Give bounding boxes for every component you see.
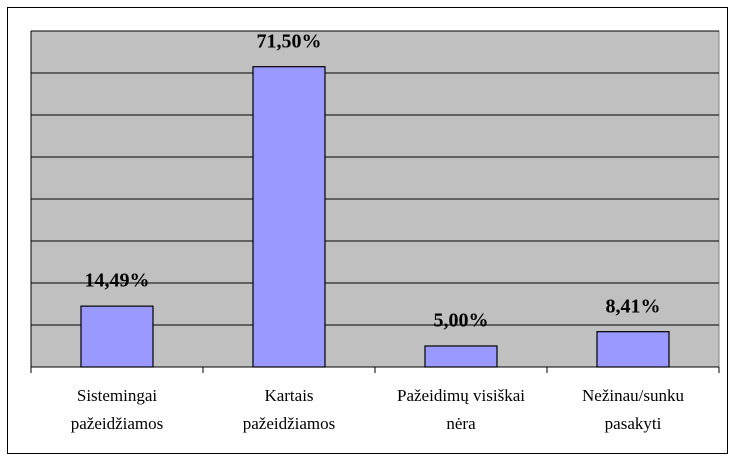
bar <box>80 305 154 368</box>
data-label: 71,50% <box>257 30 322 52</box>
x-tick-label: Nežinau/sunku <box>582 386 684 405</box>
x-tick-label: pasakyti <box>605 414 662 433</box>
data-label: 8,41% <box>606 295 661 317</box>
bar <box>596 331 670 368</box>
x-tick-label: Pažeidimų visiškai <box>397 386 525 405</box>
x-tick-label: pažeidžiamos <box>71 414 164 433</box>
bar <box>252 66 326 368</box>
x-tick-label: nėra <box>446 414 476 433</box>
x-tick-label: Sistemingai <box>77 386 158 405</box>
bar <box>424 345 498 368</box>
data-label: 5,00% <box>434 310 489 332</box>
x-tick-label: Kartais <box>264 386 313 405</box>
x-tick-label: pažeidžiamos <box>243 414 336 433</box>
data-label: 14,49% <box>85 270 150 292</box>
